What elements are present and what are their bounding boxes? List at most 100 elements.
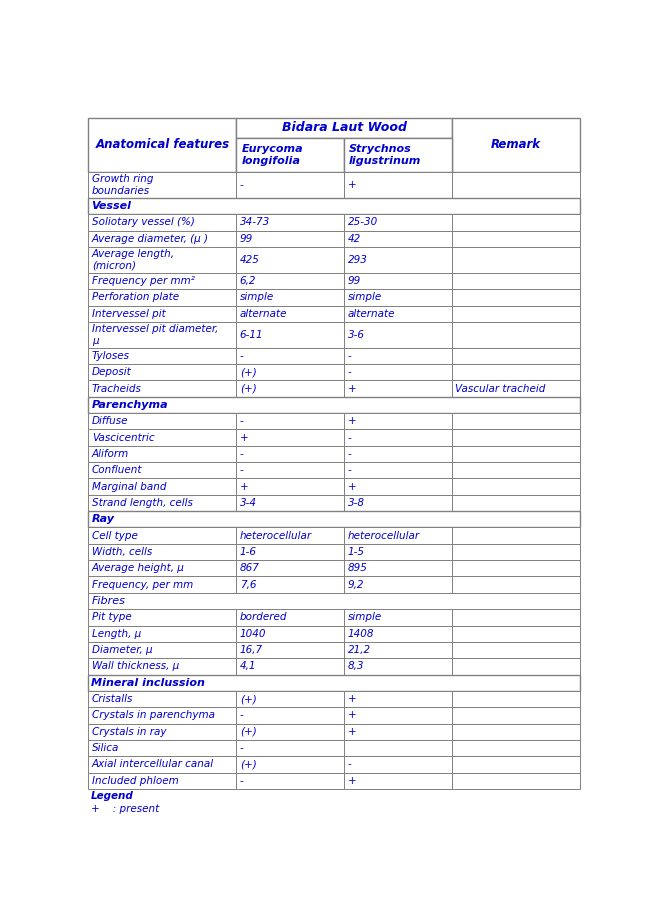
Text: Marginal band: Marginal band (92, 482, 166, 492)
Text: Eurycoma
longifolia: Eurycoma longifolia (241, 144, 303, 166)
Text: Vascicentric: Vascicentric (92, 433, 155, 443)
Bar (236, 273, 344, 289)
Text: 9,2: 9,2 (347, 579, 364, 589)
Text: bordered: bordered (240, 612, 287, 623)
Text: -: - (347, 433, 351, 443)
Bar (89, 273, 236, 289)
Text: Strychnos
ligustrinum: Strychnos ligustrinum (349, 144, 421, 166)
Bar (236, 306, 344, 321)
Bar (452, 321, 580, 348)
Bar (236, 118, 452, 138)
Text: -: - (347, 367, 351, 378)
Bar (344, 724, 452, 740)
Text: +: + (240, 433, 248, 443)
Text: Crystals in parenchyma: Crystals in parenchyma (92, 710, 215, 720)
Bar (344, 429, 452, 446)
Bar (344, 306, 452, 321)
Bar (89, 543, 236, 560)
Bar (344, 756, 452, 773)
Bar (89, 707, 236, 724)
Text: (+): (+) (240, 367, 257, 378)
Text: 16,7: 16,7 (240, 645, 263, 655)
Text: Average diameter, (μ ): Average diameter, (μ ) (92, 234, 209, 244)
Text: simple: simple (347, 612, 382, 623)
Bar (89, 230, 236, 247)
Text: +    : present: + : present (91, 804, 159, 814)
Text: Tracheids: Tracheids (92, 383, 142, 393)
Bar (344, 446, 452, 462)
Bar (452, 528, 580, 543)
Text: Frequency per mm²: Frequency per mm² (92, 276, 195, 286)
Text: 867: 867 (240, 564, 259, 573)
Bar (89, 429, 236, 446)
Text: 6-11: 6-11 (240, 330, 263, 340)
Text: Length, μ: Length, μ (92, 629, 141, 638)
Bar (344, 172, 452, 198)
Text: Average length,
(micron): Average length, (micron) (92, 249, 175, 271)
Text: Strand length, cells: Strand length, cells (92, 498, 193, 508)
Bar (452, 446, 580, 462)
Bar (344, 462, 452, 478)
Bar (89, 756, 236, 773)
Text: simple: simple (347, 292, 382, 302)
Text: -: - (347, 351, 351, 361)
Bar (236, 414, 344, 429)
Text: 99: 99 (347, 276, 361, 286)
Bar (452, 740, 580, 756)
Text: -: - (240, 743, 243, 753)
Bar (344, 215, 452, 230)
Bar (89, 321, 236, 348)
Bar (344, 577, 452, 593)
Bar (344, 773, 452, 789)
Bar (452, 495, 580, 511)
Text: +: + (347, 416, 356, 426)
Bar (236, 740, 344, 756)
Text: 293: 293 (347, 255, 367, 265)
Bar (344, 230, 452, 247)
Bar (344, 321, 452, 348)
Bar (89, 118, 236, 172)
Bar (89, 495, 236, 511)
Bar (452, 756, 580, 773)
Text: 3-4: 3-4 (240, 498, 257, 508)
Bar (344, 495, 452, 511)
Text: 25-30: 25-30 (347, 217, 378, 227)
Bar (89, 724, 236, 740)
Bar (344, 414, 452, 429)
Text: Average height, μ: Average height, μ (92, 564, 185, 573)
Bar (89, 198, 580, 215)
Bar (236, 691, 344, 707)
Text: Anatomical features: Anatomical features (95, 138, 230, 151)
Text: 425: 425 (240, 255, 259, 265)
Text: Bidara Laut Wood: Bidara Laut Wood (281, 122, 406, 134)
Text: heterocellular: heterocellular (347, 530, 420, 541)
Bar (452, 215, 580, 230)
Bar (89, 528, 236, 543)
Bar (89, 740, 236, 756)
Text: heterocellular: heterocellular (240, 530, 312, 541)
Bar (89, 306, 236, 321)
Bar (344, 289, 452, 306)
Bar (452, 724, 580, 740)
Text: 1408: 1408 (347, 629, 374, 638)
Text: Tyloses: Tyloses (92, 351, 130, 361)
Text: Diffuse: Diffuse (92, 416, 128, 426)
Text: +: + (347, 482, 356, 492)
Text: -: - (240, 449, 243, 459)
Bar (89, 364, 236, 380)
Text: +: + (347, 694, 356, 704)
Text: Legend: Legend (91, 791, 134, 800)
Bar (236, 756, 344, 773)
Text: Included phloem: Included phloem (92, 775, 179, 786)
Bar (344, 478, 452, 495)
Text: +: + (240, 482, 248, 492)
Bar (236, 495, 344, 511)
Bar (452, 172, 580, 198)
Bar (452, 478, 580, 495)
Bar (344, 138, 452, 172)
Text: alternate: alternate (240, 309, 287, 319)
Text: Vessel: Vessel (91, 201, 131, 211)
Bar (344, 560, 452, 577)
Bar (452, 543, 580, 560)
Bar (452, 609, 580, 625)
